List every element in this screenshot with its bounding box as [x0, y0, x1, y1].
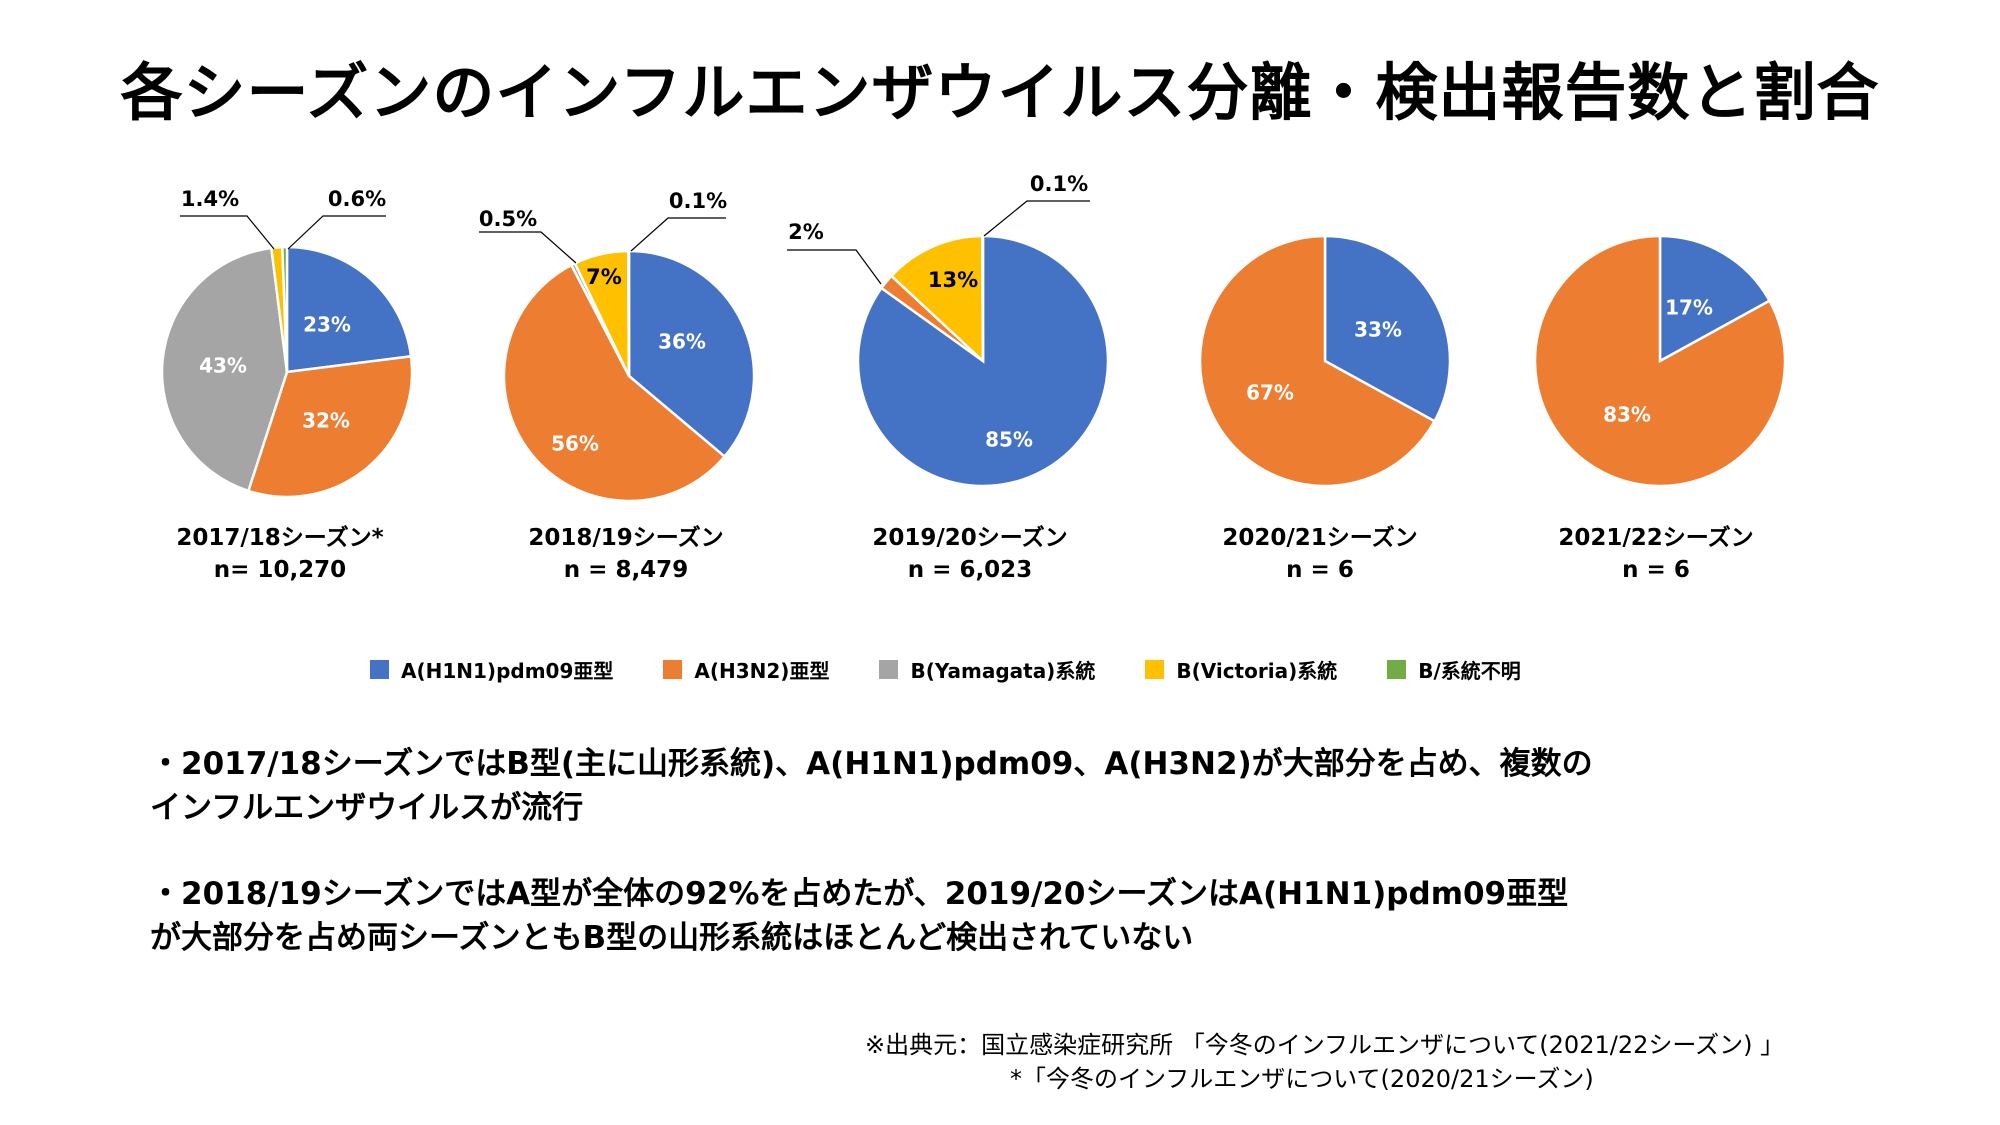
sample-size: n = 6	[1286, 557, 1354, 583]
caption-season-5: 2021/22シーズン n = 6	[1496, 522, 1816, 586]
sample-size: n = 6,023	[907, 557, 1033, 583]
legend-label: B/系統不明	[1418, 659, 1521, 683]
season-label: 2018/19シーズン	[528, 525, 724, 551]
legend-label: B(Yamagata)系統	[910, 659, 1096, 683]
data-label-a-h1n1-pdm09: 33%	[1354, 318, 1402, 342]
legend-label: B(Victoria)系統	[1176, 659, 1338, 683]
season-label: 2020/21シーズン	[1222, 525, 1418, 551]
data-label-a-h3n2: 32%	[302, 409, 350, 433]
pie-slice-b	[980, 234, 985, 362]
legend-item-h3n2: A(H3N2)亜型	[663, 655, 829, 684]
season-label: 2021/22シーズン	[1558, 525, 1754, 551]
caption-season-3: 2019/20シーズン n = 6,023	[810, 522, 1130, 586]
pie-slice-a-h3n2	[246, 354, 414, 499]
legend-label: A(H3N2)亜型	[694, 659, 830, 683]
pie-charts: 23% 32% 43% 1.4% 0.6% 36% 56% 0.5% 7% 0.1% 85% 2% 13…	[160, 172, 1787, 503]
bullet-line: ・2017/18シーズンではB型(主に山形系統)、A(H1N1)pdm09、A(…	[150, 746, 1593, 782]
caption-season-1: 2017/18シーズン* n= 10,270	[120, 522, 440, 586]
legend-item-unknown: B/系統不明	[1387, 655, 1521, 684]
data-label-b-victoria: 1.4%	[181, 187, 239, 211]
legend-item-yamagata: B(Yamagata)系統	[879, 655, 1095, 684]
pie-slice-a-h1n1-pdm09	[1323, 234, 1452, 423]
data-label-b: 0.1%	[1030, 172, 1088, 196]
page-title: 各シーズンのインフルエンザウイルス分離・検出報告数と割合	[120, 56, 1880, 129]
bullet-line: ・2018/19シーズンではA型が全体の92%を占めたが、2019/20シーズン…	[150, 876, 1569, 912]
data-label-a-h1n1-pdm09: 85%	[985, 428, 1033, 452]
caption-season-2: 2018/19シーズン n = 8,479	[466, 522, 786, 586]
data-label-b: 0.1%	[669, 189, 727, 213]
leader-line	[787, 249, 882, 285]
legend: A(H1N1)pdm09亜型 A(H3N2)亜型 B(Yamagata)系統 B…	[370, 655, 1571, 684]
leader-line	[479, 231, 577, 264]
season-label: 2017/18シーズン*	[176, 525, 384, 551]
sample-size: n = 8,479	[563, 557, 689, 583]
legend-item-victoria: B(Victoria)系統	[1145, 655, 1337, 684]
pie-chart-4: 33% 67%	[1198, 234, 1452, 488]
data-label-a-h1n1-pdm09: 17%	[1665, 296, 1713, 320]
data-label-b-yamagata: 43%	[199, 354, 247, 378]
data-label-a-h3n2: 56%	[551, 432, 599, 456]
data-label-b-yamagata: 0.5%	[479, 207, 537, 231]
data-label-b-victoria: 13%	[928, 268, 978, 292]
data-label-a-h3n2: 2%	[788, 220, 824, 244]
legend-swatch	[1387, 660, 1407, 679]
legend-swatch	[1145, 660, 1165, 679]
pie-slice-a-h1n1-pdm09	[285, 245, 413, 374]
leader-line	[180, 215, 275, 250]
legend-swatch	[879, 660, 899, 679]
data-label-a-h3n2: 67%	[1246, 381, 1294, 405]
leader-line	[630, 217, 726, 252]
data-label-a-h3n2: 83%	[1603, 403, 1651, 427]
pie-slice-b-victoria	[889, 234, 985, 364]
pie-slice-a-h1n1-pdm09	[1658, 234, 1772, 364]
legend-swatch	[370, 660, 389, 679]
pie-slice-b	[626, 249, 631, 377]
pie-slice-a-h1n1-pdm09	[627, 249, 756, 459]
legend-item-h1n1: A(H1N1)pdm09亜型	[370, 655, 613, 684]
source-line-1: ※出典元：国立感染症研究所 「今冬のインフルエンザについて(2021/22シーズ…	[865, 1031, 1785, 1059]
bullet-2: ・2018/19シーズンではA型が全体の92%を占めたが、2019/20シーズン…	[150, 872, 1568, 960]
pie-slice-a-h3n2	[502, 263, 727, 503]
sample-size: n = 6	[1622, 557, 1690, 583]
pie-slice-a-h3n2	[1198, 234, 1437, 488]
legend-label: A(H1N1)pdm09亜型	[401, 659, 614, 683]
season-label: 2019/20シーズン	[872, 525, 1068, 551]
bullet-line: が大部分を占め両シーズンともB型の山形系統はほとんど検出されていない	[150, 920, 1194, 956]
source-line-2: *「今冬のインフルエンザについて(2020/21シーズン)	[1010, 1065, 1594, 1093]
bullet-line: インフルエンザウイルスが流行	[150, 790, 584, 826]
pie-chart-2: 36% 56% 0.5% 7% 0.1%	[479, 189, 756, 503]
data-label-a-h1n1-pdm09: 36%	[658, 330, 706, 354]
pie-slice-b-yamagata	[160, 246, 289, 493]
leader-line	[983, 200, 1090, 237]
caption-season-4: 2020/21シーズン n = 6	[1160, 522, 1480, 586]
data-label-b: 0.6%	[328, 187, 386, 211]
data-label-a-h1n1-pdm09: 23%	[303, 313, 351, 337]
legend-swatch	[663, 660, 683, 679]
sample-size: n= 10,270	[213, 557, 347, 583]
leader-line	[287, 215, 386, 250]
pie-chart-5: 17% 83%	[1533, 234, 1787, 488]
data-label-b-victoria: 7%	[586, 265, 622, 289]
pie-slice-b	[280, 245, 289, 373]
pie-chart-1: 23% 32% 43% 1.4% 0.6%	[160, 187, 414, 499]
pie-slice-a-h3n2	[1533, 234, 1787, 488]
pie-chart-3: 85% 2% 13% 0.1%	[787, 172, 1110, 488]
bullet-1: ・2017/18シーズンではB型(主に山形系統)、A(H1N1)pdm09、A(…	[150, 742, 1593, 830]
